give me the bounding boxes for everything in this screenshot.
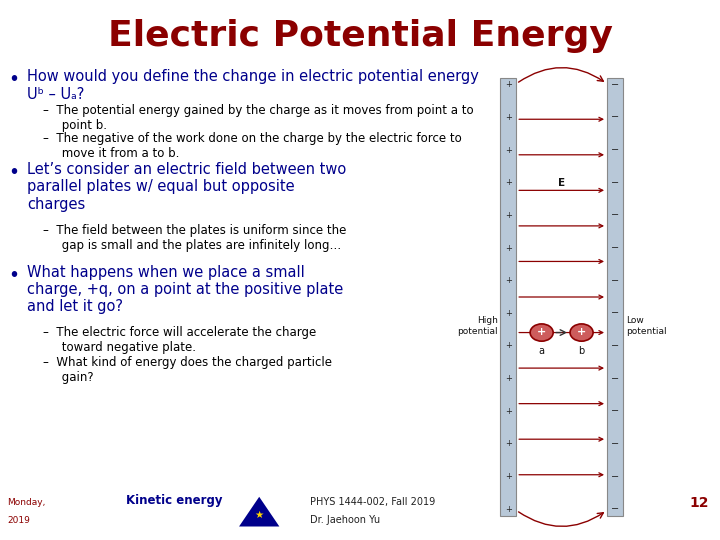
Bar xyxy=(500,78,516,516)
Text: +: + xyxy=(505,341,512,350)
Text: 12: 12 xyxy=(690,496,709,510)
Text: a: a xyxy=(539,346,544,356)
Text: Electric Potential Energy: Electric Potential Energy xyxy=(107,19,613,53)
Text: −: − xyxy=(611,374,619,383)
Bar xyxy=(607,78,623,516)
Text: −: − xyxy=(611,178,619,188)
Text: ★: ★ xyxy=(255,510,264,520)
Text: −: − xyxy=(611,471,619,482)
Text: +: + xyxy=(505,472,512,481)
Text: +: + xyxy=(505,211,512,220)
Text: +: + xyxy=(505,440,512,448)
Text: •: • xyxy=(9,266,19,285)
Text: How would you define the change in electric potential energy
Uᵇ – Uₐ?: How would you define the change in elect… xyxy=(27,69,480,102)
Text: +: + xyxy=(505,244,512,253)
Text: $\mathbf{E}$: $\mathbf{E}$ xyxy=(557,176,566,188)
Text: −: − xyxy=(611,406,619,416)
Text: −: − xyxy=(611,80,619,90)
Text: +: + xyxy=(505,505,512,514)
Text: +: + xyxy=(505,407,512,416)
Text: Low
potential: Low potential xyxy=(626,316,666,336)
Text: +: + xyxy=(505,276,512,285)
Text: +: + xyxy=(505,80,512,89)
Text: Kinetic energy: Kinetic energy xyxy=(126,494,222,507)
Text: Dr. Jaehoon Yu: Dr. Jaehoon Yu xyxy=(310,515,379,525)
Text: 2019: 2019 xyxy=(7,516,30,525)
Text: –  What kind of energy does the charged particle
     gain?: – What kind of energy does the charged p… xyxy=(43,356,332,384)
Text: PHYS 1444-002, Fall 2019: PHYS 1444-002, Fall 2019 xyxy=(310,496,435,507)
Text: –  The field between the plates is uniform since the
     gap is small and the p: – The field between the plates is unifor… xyxy=(43,224,346,252)
Text: •: • xyxy=(9,163,19,182)
Text: What happens when we place a small
charge, +q, on a point at the positive plate
: What happens when we place a small charg… xyxy=(27,265,343,314)
Text: −: − xyxy=(611,243,619,253)
Text: +: + xyxy=(505,146,512,154)
Text: −: − xyxy=(611,112,619,123)
Text: High
potential: High potential xyxy=(457,316,498,336)
Text: +: + xyxy=(505,374,512,383)
Text: +: + xyxy=(577,327,586,337)
Text: −: − xyxy=(611,439,619,449)
Text: −: − xyxy=(611,145,619,155)
Text: +: + xyxy=(505,178,512,187)
Text: +: + xyxy=(537,327,546,337)
Text: b: b xyxy=(578,346,585,356)
Polygon shape xyxy=(239,497,279,526)
Text: −: − xyxy=(611,308,619,318)
Text: –  The negative of the work done on the charge by the electric force to
     mov: – The negative of the work done on the c… xyxy=(43,132,462,160)
Text: +: + xyxy=(505,113,512,122)
Text: −: − xyxy=(611,341,619,351)
Text: –  The electric force will accelerate the charge
     toward negative plate.: – The electric force will accelerate the… xyxy=(43,326,317,354)
Text: –  The potential energy gained by the charge as it moves from point a to
     po: – The potential energy gained by the cha… xyxy=(43,104,474,132)
Text: −: − xyxy=(611,211,619,220)
Text: •: • xyxy=(9,70,19,89)
Circle shape xyxy=(530,324,553,341)
Text: −: − xyxy=(611,276,619,286)
Circle shape xyxy=(570,324,593,341)
Text: Monday,: Monday, xyxy=(7,497,45,507)
Text: Let’s consider an electric field between two
parallel plates w/ equal but opposi: Let’s consider an electric field between… xyxy=(27,162,346,212)
Text: +: + xyxy=(505,309,512,318)
Text: −: − xyxy=(611,504,619,514)
